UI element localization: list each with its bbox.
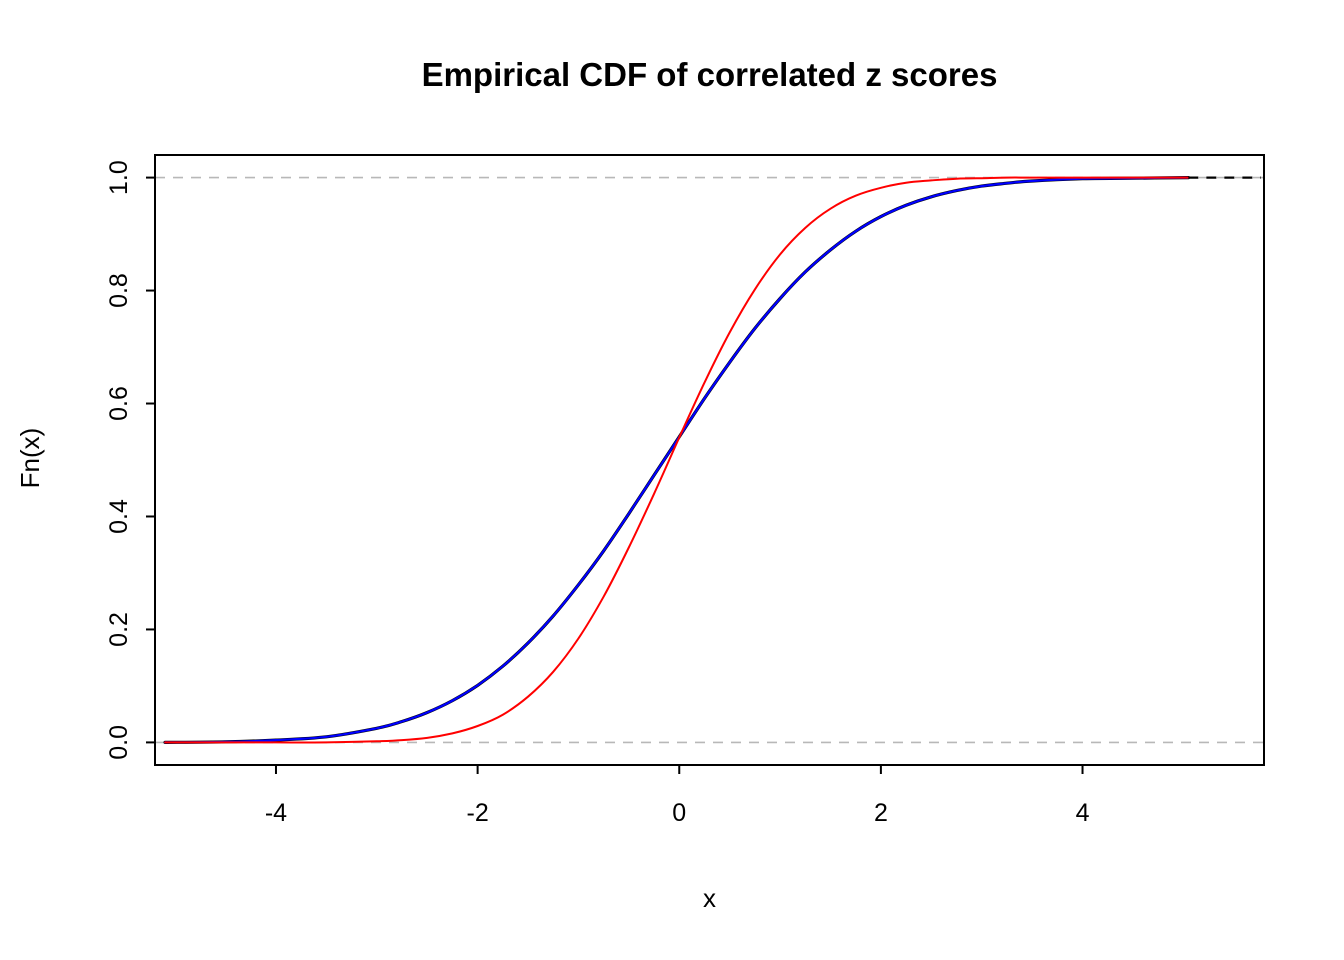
y-axis-label: Fn(x)	[15, 427, 45, 489]
y-axis-tick-label: 0.0	[105, 725, 133, 760]
y-axis-tick-label: 0.4	[105, 499, 133, 534]
chart-title: Empirical CDF of correlated z scores	[421, 56, 998, 93]
x-axis-label: x	[703, 883, 716, 913]
plot-box	[154, 154, 1265, 766]
x-axis-tick-label: -2	[467, 799, 489, 827]
x-axis-tick-label: 4	[1076, 799, 1090, 827]
x-axis-tick-label: -4	[265, 799, 287, 827]
x-axis-tick-label: 2	[874, 799, 888, 827]
empirical-cdf-black-curve	[163, 176, 1190, 744]
standard-normal-cdf-red-curve	[164, 176, 1190, 744]
y-axis-tick-label: 0.2	[105, 612, 133, 647]
y-axis-tick-label: 1.0	[105, 160, 133, 195]
x-axis-tick-label: 0	[672, 799, 686, 827]
empirical-cdf-blue-curve	[164, 176, 1190, 744]
y-axis-tick-label: 0.8	[105, 273, 133, 308]
y-axis-tick-label: 0.6	[105, 386, 133, 421]
